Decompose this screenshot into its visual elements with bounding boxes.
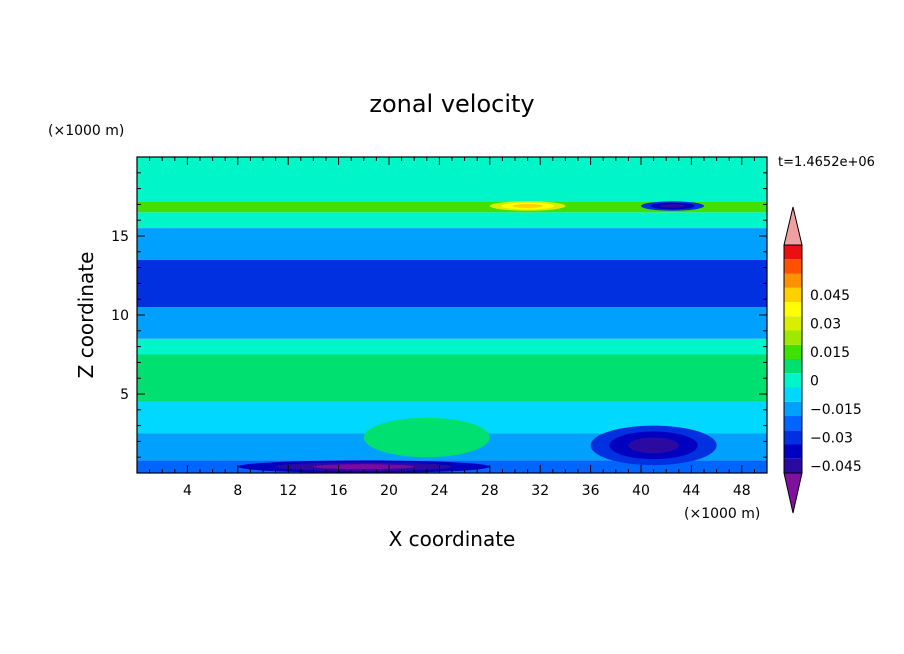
x-tick-label-20: 20 xyxy=(380,483,398,499)
z-band-7 xyxy=(137,228,767,260)
colorbar: 0.045 0.03 0.015 0 −0.015 −0.03 −0.045 xyxy=(783,206,862,514)
z-band-5 xyxy=(137,307,767,339)
x-tick-label-36: 36 xyxy=(582,483,600,499)
colorbar-segment-9 xyxy=(784,330,802,345)
time-label: t=1.4652e+06 xyxy=(778,155,875,170)
x-tick-label-24: 24 xyxy=(430,483,448,499)
x-unit-label: (×1000 m) xyxy=(684,506,760,522)
colorbar-under-arrow xyxy=(783,472,803,514)
x-tick-label-28: 28 xyxy=(481,483,499,499)
z-band-4 xyxy=(137,338,767,355)
feature-1-level-2 xyxy=(628,437,679,454)
feature-blobs xyxy=(237,201,717,473)
y-ticks: 5 10 15 xyxy=(111,172,767,458)
x-tick-label-48: 48 xyxy=(733,483,751,499)
x-tick-label-40: 40 xyxy=(632,483,650,499)
colorbar-segment-3 xyxy=(784,416,802,431)
colorbar-segment-10 xyxy=(784,316,802,331)
colorbar-segment-8 xyxy=(784,344,802,359)
feature-3-level-2 xyxy=(512,204,543,208)
chart-title: zonal velocity xyxy=(369,90,534,118)
colorbar-segment-7 xyxy=(784,359,802,374)
colorbar-segment-15 xyxy=(784,245,802,260)
z-band-9 xyxy=(137,201,767,213)
colorbar-label-6: −0.045 xyxy=(810,459,862,475)
colorbar-segment-2 xyxy=(784,430,802,445)
x-tick-label-8: 8 xyxy=(233,483,242,499)
colorbar-frame xyxy=(783,244,803,474)
x-tick-label-16: 16 xyxy=(330,483,348,499)
colorbar-label-4: −0.015 xyxy=(810,402,862,418)
colorbar-segment-4 xyxy=(784,401,802,416)
feature-4-level-2 xyxy=(659,204,686,208)
colorbar-segment-13 xyxy=(784,273,802,288)
colorbar-segment-5 xyxy=(784,387,802,402)
x-tick-label-32: 32 xyxy=(531,483,549,499)
colorbar-segment-6 xyxy=(784,373,802,388)
colorbar-label-3: 0 xyxy=(810,373,819,389)
z-band-10 xyxy=(137,157,767,202)
x-ticks: 4 8 12 16 20 24 28 32 36 40 44 48 xyxy=(149,157,755,499)
z-band-3 xyxy=(137,354,767,402)
feature-2-level-2 xyxy=(401,429,452,446)
x-axis-label: X coordinate xyxy=(389,527,516,551)
colorbar-label-1: 0.03 xyxy=(810,316,841,332)
colorbar-label-0: 0.045 xyxy=(810,288,850,304)
feature-0-level-2 xyxy=(313,464,415,470)
colorbar-segment-0 xyxy=(784,458,802,473)
y-tick-label-10: 10 xyxy=(111,308,129,324)
colorbar-segment-14 xyxy=(784,259,802,274)
colorbar-over-arrow xyxy=(783,206,803,246)
y-tick-label-5: 5 xyxy=(120,387,129,403)
colorbar-segment-11 xyxy=(784,302,802,317)
x-tick-label-44: 44 xyxy=(682,483,700,499)
colorbar-segment-1 xyxy=(784,444,802,459)
y-unit-label: (×1000 m) xyxy=(48,123,124,139)
colorbar-label-5: −0.03 xyxy=(810,430,853,446)
y-tick-label-15: 15 xyxy=(111,229,129,245)
z-band-8 xyxy=(137,212,767,229)
x-tick-label-4: 4 xyxy=(183,483,192,499)
z-profile-bands xyxy=(137,157,767,473)
x-tick-label-12: 12 xyxy=(279,483,297,499)
z-band-6 xyxy=(137,259,767,308)
colorbar-segment-12 xyxy=(784,287,802,302)
plot-area xyxy=(137,157,767,473)
colorbar-label-2: 0.015 xyxy=(810,345,850,361)
y-axis-label: Z coordinate xyxy=(74,252,98,379)
